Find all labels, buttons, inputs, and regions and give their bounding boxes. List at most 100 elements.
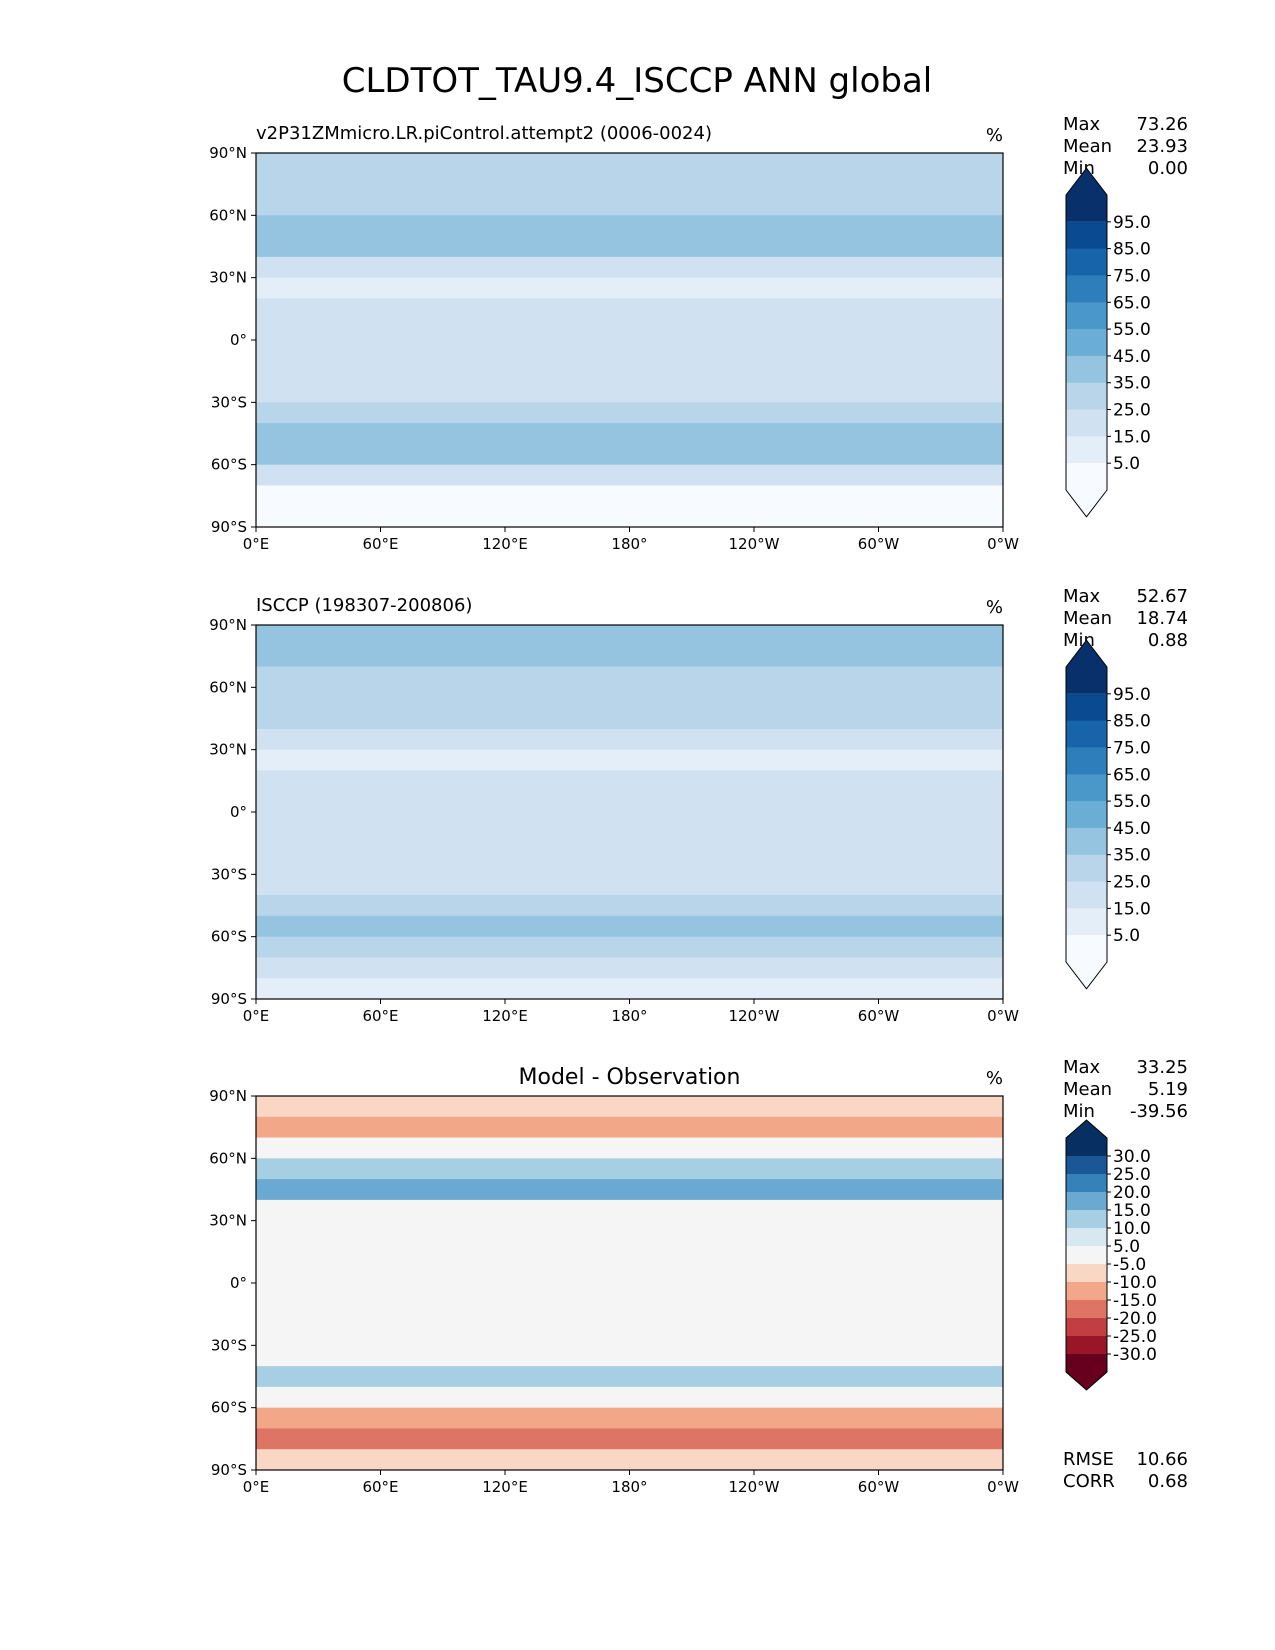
zonal-band (256, 915, 1003, 938)
y-tick-label: 0° (230, 1274, 247, 1292)
y-tick-label: 30°S (211, 865, 247, 883)
zonal-band (256, 443, 1003, 466)
colorbar-swatch (1066, 1120, 1107, 1156)
stat-value: 33.25 (1136, 1057, 1188, 1078)
zonal-band (256, 360, 1003, 383)
y-tick-label: 90°N (209, 1087, 247, 1105)
x-tick-label: 0°E (243, 1007, 270, 1025)
y-tick-label: 30°N (209, 1212, 247, 1230)
zonal-band (256, 1158, 1003, 1180)
stat-label: Mean (1063, 608, 1112, 629)
colorbar-swatch (1066, 1282, 1107, 1301)
colorbar-swatch (1066, 355, 1107, 384)
colorbar-swatch (1066, 329, 1107, 357)
colorbar-label: -10.0 (1113, 1273, 1157, 1293)
error-stat-label: CORR (1063, 1471, 1115, 1492)
x-tick-label: 120°E (482, 1478, 528, 1496)
map-panel-2: ISCCP (198307-200806) % 0°E 60°E 120°E 180° 12… (209, 586, 1188, 1025)
colorbar-swatch (1066, 382, 1107, 411)
colorbar-label: 10.0 (1113, 1219, 1151, 1239)
map-panel-3: Model - Observation % 0°E 60°E 120°E 180° 120°… (209, 1057, 1188, 1496)
colorbar-label: 85.0 (1113, 712, 1151, 732)
colorbar-label: 20.0 (1113, 1183, 1151, 1203)
zonal-band (256, 194, 1003, 216)
colorbar-label: 75.0 (1113, 266, 1151, 286)
zonal-band (256, 402, 1003, 424)
panel-title: v2P31ZMmicro.LR.piControl.attempt2 (0006… (256, 123, 712, 144)
zonal-band (256, 506, 1003, 528)
colorbar-swatch (1066, 935, 1107, 989)
units-label: % (986, 1068, 1003, 1089)
zonal-band (256, 485, 1003, 507)
stat-label: Mean (1063, 136, 1112, 157)
colorbar-label: 5.0 (1113, 454, 1140, 474)
colorbar-label: 35.0 (1113, 374, 1151, 394)
zonal-band (256, 1199, 1003, 1222)
stat-value: 0.00 (1148, 158, 1188, 179)
y-tick-label: 30°S (211, 1336, 247, 1354)
zonal-band (256, 874, 1003, 896)
stat-label: Mean (1063, 1079, 1112, 1100)
x-tick-label: 180° (611, 1007, 647, 1025)
y-tick-label: 60°S (211, 456, 247, 474)
x-tick-label: 120°W (729, 1478, 780, 1496)
zonal-band (256, 277, 1003, 299)
stat-label: Min (1063, 1101, 1095, 1122)
colorbar-swatch (1066, 275, 1107, 303)
x-tick-label: 60°E (362, 1007, 398, 1025)
x-tick-label: 60°E (362, 535, 398, 553)
zonal-band (256, 978, 1003, 1000)
colorbar-swatch (1066, 908, 1107, 936)
y-tick-label: 90°N (209, 616, 247, 634)
zonal-band (256, 423, 1003, 445)
colorbar-label: 55.0 (1113, 320, 1151, 340)
colorbar-swatch (1066, 463, 1107, 517)
x-tick-label: 0°W (987, 1478, 1019, 1496)
units-label: % (986, 597, 1003, 618)
zonal-band (256, 236, 1003, 258)
colorbar-swatch (1066, 801, 1107, 829)
zonal-band (256, 1096, 1003, 1118)
colorbar-label: 25.0 (1113, 873, 1151, 893)
colorbar-outline (1065, 639, 1108, 990)
y-tick-label: 30°N (209, 741, 247, 759)
colorbar-swatch (1066, 693, 1107, 722)
y-tick-label: 60°N (209, 678, 247, 696)
colorbar-label: -30.0 (1113, 1345, 1157, 1365)
colorbar-swatch (1066, 1300, 1107, 1319)
x-tick-label: 60°W (858, 1007, 900, 1025)
zonal-band (256, 1179, 1003, 1201)
colorbar-swatch (1066, 1174, 1107, 1193)
colorbar-label: 45.0 (1113, 347, 1151, 367)
zonal-band (256, 770, 1003, 792)
zonal-band (256, 1366, 1003, 1388)
error-stat-value: 10.66 (1136, 1449, 1188, 1470)
y-tick-label: 0° (230, 331, 247, 349)
zonal-band (256, 319, 1003, 341)
zonal-band (256, 381, 1003, 403)
zonal-band (256, 1262, 1003, 1284)
colorbar-label: -15.0 (1113, 1291, 1157, 1311)
stat-value: 5.19 (1148, 1079, 1188, 1100)
zonal-band (256, 645, 1003, 668)
stat-value: 23.93 (1136, 136, 1188, 157)
x-tick-label: 120°W (729, 535, 780, 553)
panel-title: Model - Observation (519, 1065, 741, 1090)
colorbar-label: 55.0 (1113, 792, 1151, 812)
x-tick-label: 60°W (858, 535, 900, 553)
zonal-band (256, 687, 1003, 709)
zonal-band (256, 791, 1003, 813)
zonal-band (256, 666, 1003, 688)
colorbar-label: 5.0 (1113, 926, 1140, 946)
colorbar-label: -20.0 (1113, 1309, 1157, 1329)
stat-value: 18.74 (1136, 608, 1188, 629)
colorbar-label: 25.0 (1113, 1165, 1151, 1185)
zonal-band (256, 256, 1003, 279)
y-tick-label: 90°S (211, 1461, 247, 1479)
zonal-band (256, 1137, 1003, 1159)
zonal-band (256, 895, 1003, 917)
colorbar-swatch (1066, 747, 1107, 775)
colorbar-label: 15.0 (1113, 1201, 1151, 1221)
y-tick-label: 60°N (209, 1149, 247, 1167)
